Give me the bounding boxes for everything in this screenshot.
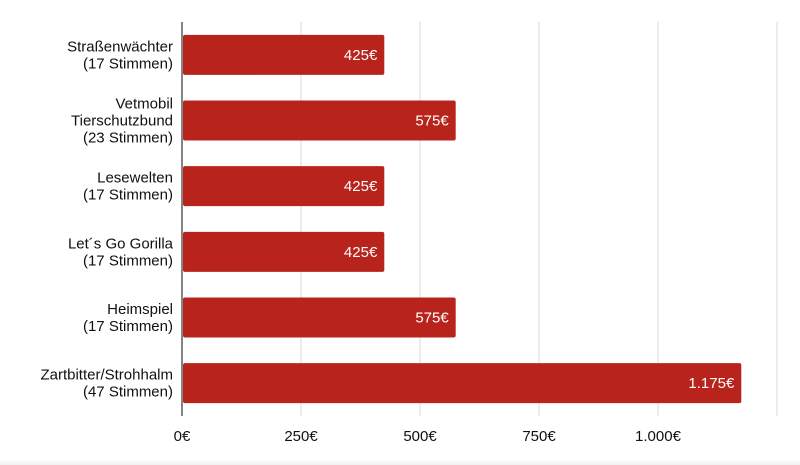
x-tick-label: 750€ <box>522 428 556 445</box>
bar <box>183 34 385 75</box>
category-label: Vetmobil Tierschutzbund (23 Stimmen) <box>71 96 173 147</box>
data-label: 575€ <box>415 310 449 327</box>
x-tick-label: 250€ <box>284 428 318 445</box>
x-tick-labels: 0€ 250€ 500€ 750€ 1.000€ <box>174 428 682 445</box>
category-label: Straßenwächter (17 Stimmen) <box>67 38 173 72</box>
category-label: Let´s Go Gorilla (17 Stimmen) <box>68 235 174 269</box>
bars: 425€ 575€ 425€ 425€ 575€ 1.175€ <box>183 34 742 404</box>
x-tick-label: 0€ <box>174 428 191 445</box>
data-label: 425€ <box>344 47 378 64</box>
category-label: Zartbitter/Strohhalm (47 Stimmen) <box>40 367 173 401</box>
bar <box>183 100 456 141</box>
bottom-shade <box>0 459 800 465</box>
x-tick-label: 1.000€ <box>635 428 682 445</box>
data-label: 575€ <box>415 113 449 130</box>
gridlines <box>300 22 778 416</box>
category-label: Heimspiel (17 Stimmen) <box>83 301 173 335</box>
category-labels: Straßenwächter (17 Stimmen) Vetmobil Tiersc… <box>40 38 173 400</box>
data-label: 425€ <box>344 178 378 195</box>
bar <box>183 231 385 272</box>
category-label: Lesewelten (17 Stimmen) <box>83 170 173 204</box>
data-label: 425€ <box>344 244 378 261</box>
bar <box>183 297 456 338</box>
bar <box>183 363 742 404</box>
bar <box>183 166 385 207</box>
data-label: 1.175€ <box>688 375 735 392</box>
x-tick-label: 500€ <box>403 428 437 445</box>
